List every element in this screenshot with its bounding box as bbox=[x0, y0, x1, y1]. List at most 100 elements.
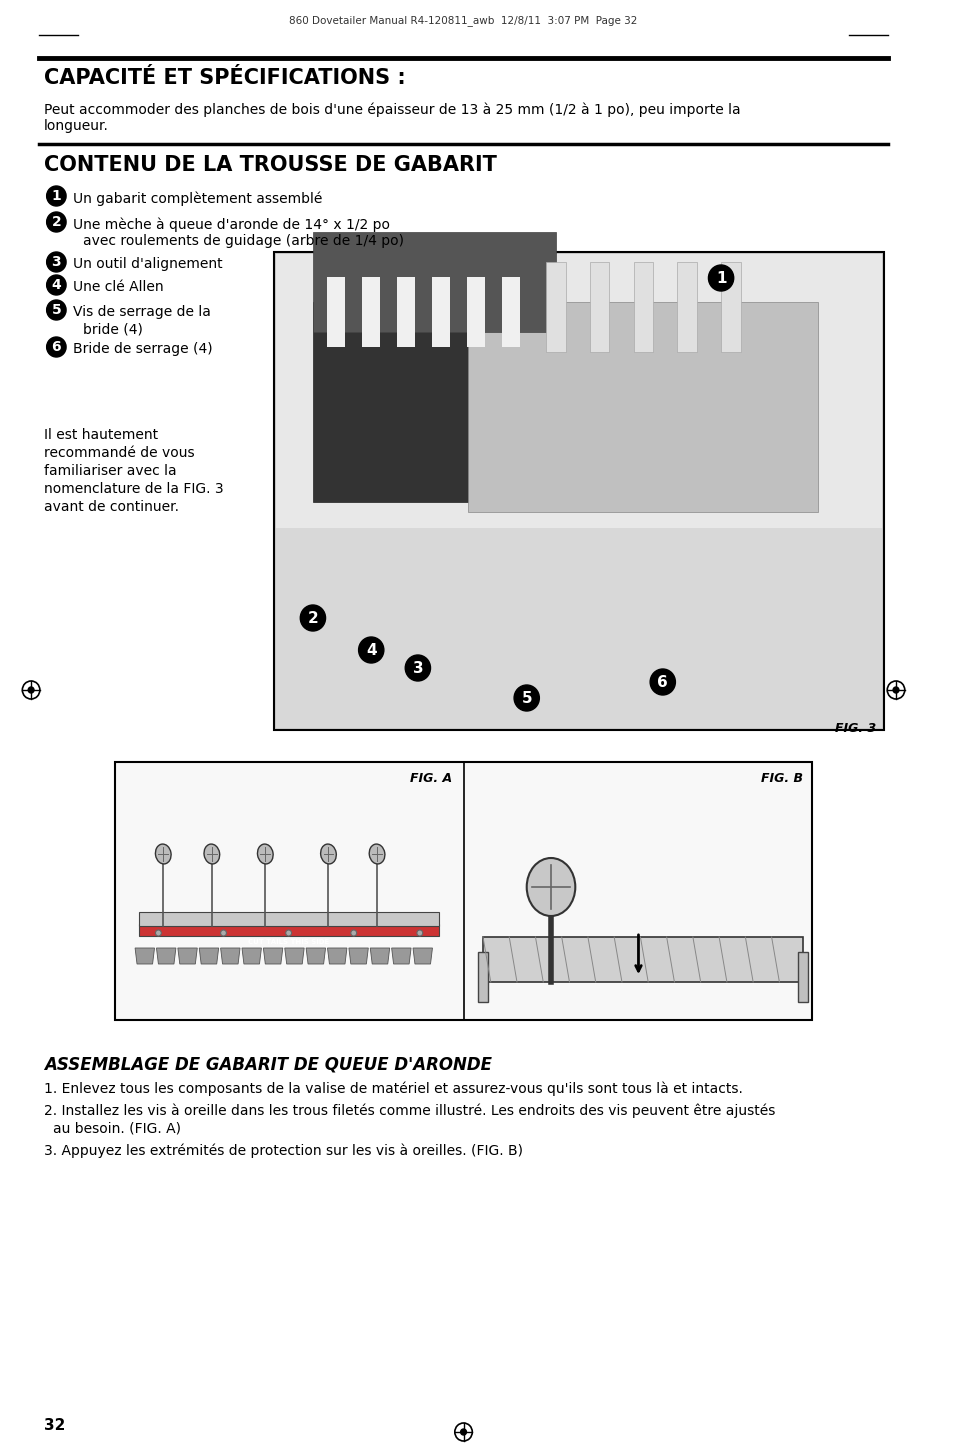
Bar bbox=[397, 277, 415, 346]
Circle shape bbox=[460, 1429, 466, 1435]
Text: FIG. B: FIG. B bbox=[760, 772, 801, 785]
Text: CAPACITÉ ET SPÉCIFICATIONS :: CAPACITÉ ET SPÉCIFICATIONS : bbox=[44, 68, 405, 88]
Bar bbox=[677, 262, 696, 352]
Bar bbox=[482, 938, 801, 982]
Bar bbox=[327, 277, 345, 346]
Circle shape bbox=[358, 638, 383, 664]
Bar bbox=[797, 952, 807, 1003]
Polygon shape bbox=[327, 948, 347, 964]
Circle shape bbox=[47, 300, 66, 320]
Bar bbox=[502, 277, 519, 346]
Circle shape bbox=[300, 606, 325, 630]
Circle shape bbox=[155, 930, 161, 936]
Text: ASSEMBLAGE DE GABARIT DE QUEUE D'ARONDE: ASSEMBLAGE DE GABARIT DE QUEUE D'ARONDE bbox=[44, 1055, 491, 1074]
Bar bbox=[362, 277, 379, 346]
Polygon shape bbox=[156, 948, 175, 964]
Circle shape bbox=[405, 655, 430, 681]
Circle shape bbox=[708, 265, 733, 291]
Polygon shape bbox=[349, 948, 368, 964]
Circle shape bbox=[351, 930, 356, 936]
Text: 2: 2 bbox=[51, 214, 61, 229]
Text: 6: 6 bbox=[657, 674, 667, 690]
Bar bbox=[467, 277, 484, 346]
Text: 32: 32 bbox=[44, 1419, 65, 1433]
Text: Vis de serrage de la: Vis de serrage de la bbox=[72, 304, 211, 319]
Circle shape bbox=[416, 930, 422, 936]
Bar bbox=[720, 262, 740, 352]
Polygon shape bbox=[284, 948, 304, 964]
Text: FIG. A: FIG. A bbox=[410, 772, 452, 785]
Text: Une mèche à queue d'aronde de 14° x 1/2 po: Une mèche à queue d'aronde de 14° x 1/2 … bbox=[72, 217, 390, 232]
Text: 6: 6 bbox=[51, 341, 61, 354]
Bar bbox=[468, 301, 818, 511]
Bar bbox=[275, 527, 882, 727]
Text: 5: 5 bbox=[521, 691, 532, 706]
Bar bbox=[114, 762, 812, 1020]
Text: 3: 3 bbox=[51, 255, 61, 270]
Text: Bride de serrage (4): Bride de serrage (4) bbox=[72, 342, 213, 356]
Ellipse shape bbox=[155, 845, 171, 864]
Text: longueur.: longueur. bbox=[44, 119, 109, 133]
Circle shape bbox=[220, 930, 226, 936]
Circle shape bbox=[285, 930, 292, 936]
Circle shape bbox=[47, 338, 66, 356]
Circle shape bbox=[47, 212, 66, 232]
Circle shape bbox=[29, 687, 34, 693]
Polygon shape bbox=[392, 948, 411, 964]
Bar bbox=[139, 924, 438, 936]
Bar bbox=[313, 232, 556, 332]
Bar bbox=[477, 952, 487, 1003]
Ellipse shape bbox=[257, 845, 273, 864]
Polygon shape bbox=[177, 948, 197, 964]
Text: 2: 2 bbox=[307, 610, 318, 626]
Text: 2. Installez les vis à oreille dans les trous filetés comme illustré. Les endroi: 2. Installez les vis à oreille dans les … bbox=[44, 1104, 774, 1119]
Polygon shape bbox=[199, 948, 218, 964]
Circle shape bbox=[47, 252, 66, 272]
Polygon shape bbox=[220, 948, 240, 964]
Bar bbox=[274, 252, 883, 730]
Circle shape bbox=[649, 669, 675, 696]
Text: 4: 4 bbox=[51, 278, 61, 293]
Text: Un outil d'alignement: Un outil d'alignement bbox=[72, 256, 222, 271]
Polygon shape bbox=[242, 948, 261, 964]
Bar bbox=[139, 911, 438, 926]
Text: CUT TAILS THIS SIDE: CUT TAILS THIS SIDE bbox=[248, 939, 329, 945]
Polygon shape bbox=[413, 948, 432, 964]
Text: 860 Dovetailer Manual R4-120811_awb  12/8/11  3:07 PM  Page 32: 860 Dovetailer Manual R4-120811_awb 12/8… bbox=[289, 14, 637, 26]
Text: 1: 1 bbox=[51, 188, 61, 203]
Text: avec roulements de guidage (arbre de 1/4 po): avec roulements de guidage (arbre de 1/4… bbox=[83, 233, 403, 248]
Text: Un gabarit complètement assemblé: Un gabarit complètement assemblé bbox=[72, 191, 322, 206]
Ellipse shape bbox=[320, 845, 336, 864]
Text: Peut accommoder des planches de bois d'une épaisseur de 13 à 25 mm (1/2 à 1 po),: Peut accommoder des planches de bois d'u… bbox=[44, 101, 740, 116]
Text: avant de continuer.: avant de continuer. bbox=[44, 500, 178, 514]
Bar bbox=[313, 301, 556, 501]
Bar bbox=[275, 254, 882, 727]
Text: 1. Enlevez tous les composants de la valise de matériel et assurez-vous qu'ils s: 1. Enlevez tous les composants de la val… bbox=[44, 1082, 741, 1097]
Text: Il est hautement: Il est hautement bbox=[44, 427, 157, 442]
Ellipse shape bbox=[204, 845, 219, 864]
Ellipse shape bbox=[526, 858, 575, 916]
Text: 3: 3 bbox=[412, 661, 423, 675]
Text: nomenclature de la FIG. 3: nomenclature de la FIG. 3 bbox=[44, 483, 223, 496]
Text: CONTENU DE LA TROUSSE DE GABARIT: CONTENU DE LA TROUSSE DE GABARIT bbox=[44, 155, 497, 175]
Polygon shape bbox=[135, 948, 154, 964]
Polygon shape bbox=[370, 948, 389, 964]
Text: 4: 4 bbox=[366, 642, 376, 658]
Circle shape bbox=[892, 687, 898, 693]
Polygon shape bbox=[306, 948, 325, 964]
Circle shape bbox=[47, 185, 66, 206]
Text: au besoin. (FIG. A): au besoin. (FIG. A) bbox=[53, 1122, 181, 1136]
Bar bbox=[545, 262, 565, 352]
Circle shape bbox=[514, 685, 538, 711]
Text: FIG. 3: FIG. 3 bbox=[835, 722, 876, 735]
Polygon shape bbox=[263, 948, 282, 964]
Text: 3. Appuyez les extrémités de protection sur les vis à oreilles. (FIG. B): 3. Appuyez les extrémités de protection … bbox=[44, 1145, 522, 1159]
Text: bride (4): bride (4) bbox=[83, 322, 142, 336]
Text: Une clé Allen: Une clé Allen bbox=[72, 280, 163, 294]
Circle shape bbox=[47, 275, 66, 296]
Text: 5: 5 bbox=[51, 303, 61, 317]
Bar bbox=[432, 277, 450, 346]
Bar bbox=[589, 262, 609, 352]
Ellipse shape bbox=[369, 845, 384, 864]
Text: 1: 1 bbox=[715, 271, 725, 285]
